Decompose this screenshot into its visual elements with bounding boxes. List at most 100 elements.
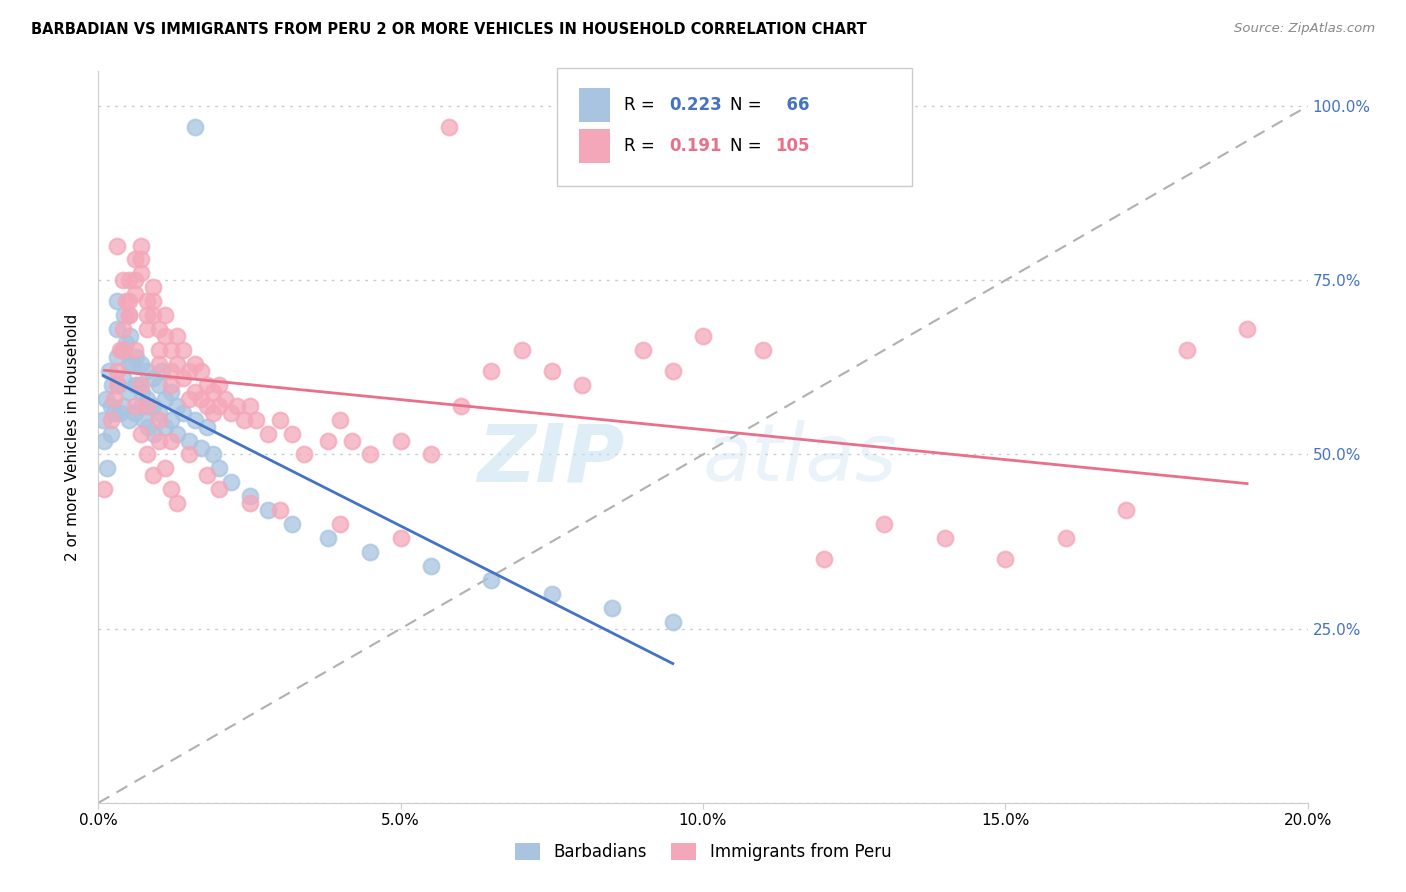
Point bbox=[481, 364, 503, 378]
Point bbox=[239, 489, 262, 503]
Point bbox=[127, 377, 149, 392]
Point bbox=[540, 364, 562, 378]
Point bbox=[226, 399, 249, 413]
Point bbox=[245, 412, 267, 426]
Point bbox=[153, 329, 176, 343]
Point bbox=[239, 496, 262, 510]
Point bbox=[135, 294, 157, 309]
Point bbox=[135, 392, 157, 406]
Point bbox=[150, 364, 173, 378]
Point bbox=[148, 434, 170, 448]
Point bbox=[316, 531, 339, 545]
Point bbox=[111, 322, 134, 336]
Point bbox=[136, 419, 159, 434]
Text: N =: N = bbox=[730, 137, 766, 155]
Point bbox=[121, 357, 143, 371]
Point bbox=[142, 308, 165, 322]
Text: BARBADIAN VS IMMIGRANTS FROM PERU 2 OR MORE VEHICLES IN HOUSEHOLD CORRELATION CH: BARBADIAN VS IMMIGRANTS FROM PERU 2 OR M… bbox=[31, 22, 866, 37]
Point bbox=[752, 343, 775, 357]
Point bbox=[91, 412, 114, 426]
Point bbox=[481, 573, 503, 587]
Point bbox=[1175, 343, 1198, 357]
Point bbox=[661, 364, 683, 378]
Point bbox=[160, 377, 183, 392]
Point bbox=[1236, 322, 1258, 336]
Point bbox=[135, 322, 157, 336]
Point bbox=[195, 468, 218, 483]
Point bbox=[281, 517, 304, 532]
Text: 0.223: 0.223 bbox=[669, 96, 723, 114]
Point bbox=[360, 448, 382, 462]
Point bbox=[105, 322, 128, 336]
Point bbox=[108, 343, 131, 357]
Point bbox=[420, 558, 443, 573]
Point bbox=[692, 329, 714, 343]
Point bbox=[142, 468, 165, 483]
Point bbox=[118, 384, 141, 399]
Text: R =: R = bbox=[624, 137, 665, 155]
Text: ZIP: ZIP bbox=[477, 420, 624, 498]
Point bbox=[124, 287, 146, 301]
Point bbox=[281, 426, 304, 441]
Point bbox=[360, 545, 382, 559]
Point bbox=[934, 531, 956, 545]
Point bbox=[148, 343, 170, 357]
Point bbox=[111, 273, 134, 287]
Point bbox=[105, 350, 128, 364]
Point bbox=[129, 377, 152, 392]
Point bbox=[105, 377, 128, 392]
Point bbox=[179, 434, 201, 448]
Point bbox=[142, 371, 165, 385]
Text: 105: 105 bbox=[775, 137, 810, 155]
Point bbox=[135, 448, 157, 462]
Point bbox=[118, 294, 141, 309]
Point bbox=[111, 343, 134, 357]
Point bbox=[153, 308, 176, 322]
Point bbox=[148, 322, 170, 336]
Point bbox=[269, 503, 291, 517]
Point bbox=[179, 448, 201, 462]
Point bbox=[190, 364, 212, 378]
Point bbox=[124, 399, 146, 413]
Point bbox=[160, 343, 183, 357]
Point bbox=[118, 412, 141, 426]
Point bbox=[195, 399, 218, 413]
Point bbox=[329, 412, 352, 426]
Point bbox=[540, 587, 562, 601]
Point bbox=[202, 448, 225, 462]
Point bbox=[631, 343, 654, 357]
Y-axis label: 2 or more Vehicles in Household: 2 or more Vehicles in Household bbox=[65, 313, 80, 561]
Point bbox=[103, 406, 125, 420]
Point bbox=[160, 434, 183, 448]
Point bbox=[602, 600, 624, 615]
Point bbox=[118, 273, 141, 287]
Point bbox=[124, 406, 146, 420]
Point bbox=[510, 343, 533, 357]
Point bbox=[148, 412, 170, 426]
Point bbox=[160, 412, 183, 426]
Point bbox=[195, 377, 218, 392]
Point bbox=[994, 552, 1017, 566]
Text: R =: R = bbox=[624, 96, 661, 114]
Point bbox=[100, 412, 122, 426]
Point bbox=[118, 357, 141, 371]
Point bbox=[166, 496, 188, 510]
Point bbox=[124, 377, 146, 392]
Point bbox=[160, 364, 183, 378]
Point bbox=[813, 552, 835, 566]
Point bbox=[153, 419, 176, 434]
Point bbox=[190, 441, 212, 455]
Point bbox=[166, 399, 188, 413]
Point bbox=[190, 392, 212, 406]
Point bbox=[132, 412, 155, 426]
Point bbox=[129, 266, 152, 280]
Point bbox=[148, 406, 170, 420]
Point bbox=[1115, 503, 1137, 517]
Point bbox=[450, 399, 472, 413]
Point bbox=[437, 120, 460, 134]
Point bbox=[239, 399, 262, 413]
Point bbox=[103, 392, 125, 406]
Point bbox=[160, 483, 183, 497]
Point bbox=[118, 308, 141, 322]
Point bbox=[142, 280, 165, 294]
